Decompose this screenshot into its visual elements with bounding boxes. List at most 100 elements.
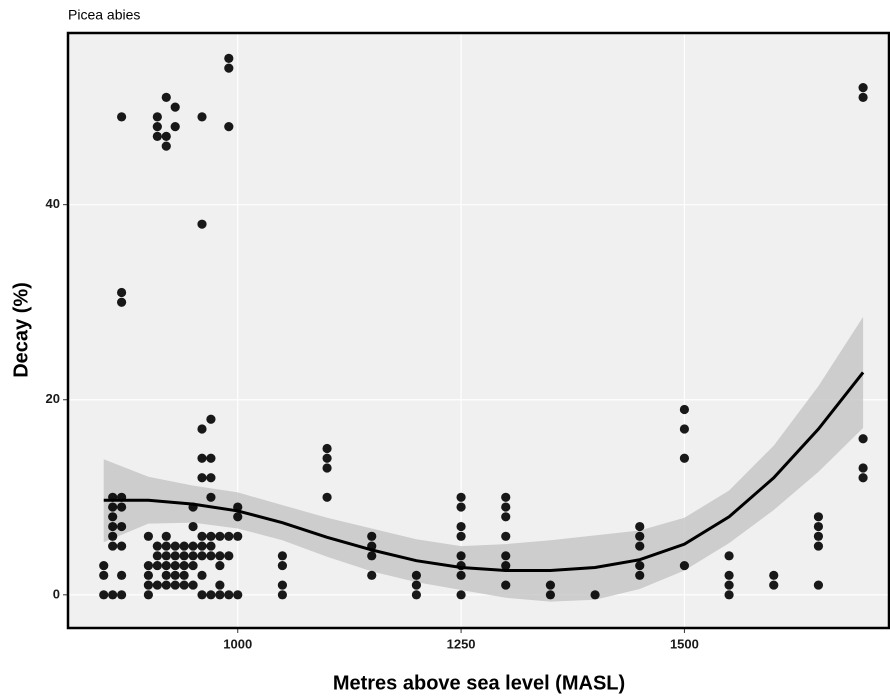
point [99, 560, 109, 571]
point [170, 102, 180, 112]
point [411, 580, 422, 590]
point [277, 551, 288, 561]
point [635, 560, 645, 571]
point [215, 590, 225, 600]
x-axis-label: Metres above sea level (MASL) [333, 672, 625, 694]
point [456, 502, 466, 512]
point [813, 512, 824, 522]
point [117, 297, 127, 307]
point [456, 492, 466, 502]
point [367, 570, 377, 580]
point [152, 560, 162, 571]
point [224, 590, 234, 600]
point [152, 551, 162, 561]
point [117, 590, 127, 600]
point [858, 463, 868, 473]
point [813, 521, 824, 532]
point [152, 131, 162, 141]
point [367, 551, 377, 561]
point [215, 551, 225, 561]
point [635, 541, 645, 551]
point [108, 531, 118, 541]
point [161, 580, 171, 590]
point [206, 453, 216, 463]
point [152, 122, 162, 132]
point [679, 560, 690, 571]
point [277, 590, 288, 600]
point [152, 541, 162, 551]
point [224, 63, 234, 73]
point [179, 570, 189, 580]
point [108, 521, 118, 532]
point [206, 541, 216, 551]
point [143, 570, 154, 580]
point [179, 541, 189, 551]
y-tick-label: 0 [53, 586, 60, 601]
point [501, 560, 511, 571]
confidence-band [103, 316, 864, 602]
point [215, 580, 225, 590]
point [117, 502, 127, 512]
point [456, 521, 466, 532]
point [224, 53, 234, 63]
point [161, 141, 171, 151]
point [724, 580, 734, 590]
smooth-line [103, 371, 865, 572]
point [635, 531, 645, 541]
x-tick-label: 1250 [447, 636, 476, 651]
chart-title: Picea abies [68, 7, 140, 23]
point [117, 112, 127, 122]
point [108, 512, 118, 522]
point [501, 492, 511, 502]
point [197, 453, 207, 463]
point [233, 531, 243, 541]
point [206, 414, 216, 424]
point [858, 92, 868, 102]
point [724, 551, 734, 561]
point [858, 473, 868, 483]
point [411, 590, 422, 600]
point [143, 590, 154, 600]
point [215, 560, 225, 571]
point [170, 551, 180, 561]
point [545, 580, 556, 590]
point [724, 590, 734, 600]
point [188, 541, 198, 551]
point [179, 560, 189, 571]
point [152, 112, 162, 122]
point [197, 531, 207, 541]
point [277, 560, 288, 571]
point [161, 131, 171, 141]
point [813, 580, 824, 590]
point [161, 560, 171, 571]
point [179, 551, 189, 561]
point [117, 521, 127, 532]
point [197, 590, 207, 600]
point [117, 541, 127, 551]
point [206, 492, 216, 502]
point [456, 551, 466, 561]
point [170, 541, 180, 551]
x-tick-label: 1500 [670, 636, 699, 651]
point [367, 531, 377, 541]
point [108, 541, 118, 551]
point [188, 551, 198, 561]
point [143, 560, 154, 571]
point [635, 570, 645, 580]
point [117, 570, 127, 580]
point [143, 531, 154, 541]
point [108, 590, 118, 600]
point [322, 453, 332, 463]
x-tick-label: 1000 [223, 636, 252, 651]
point [545, 590, 556, 600]
point [224, 551, 234, 561]
point [188, 521, 198, 532]
point [858, 83, 868, 93]
point [224, 122, 234, 132]
point [117, 287, 127, 298]
point [456, 531, 466, 541]
point [501, 512, 511, 522]
point [99, 590, 109, 600]
point [206, 473, 216, 483]
y-tick-label: 20 [46, 391, 60, 406]
